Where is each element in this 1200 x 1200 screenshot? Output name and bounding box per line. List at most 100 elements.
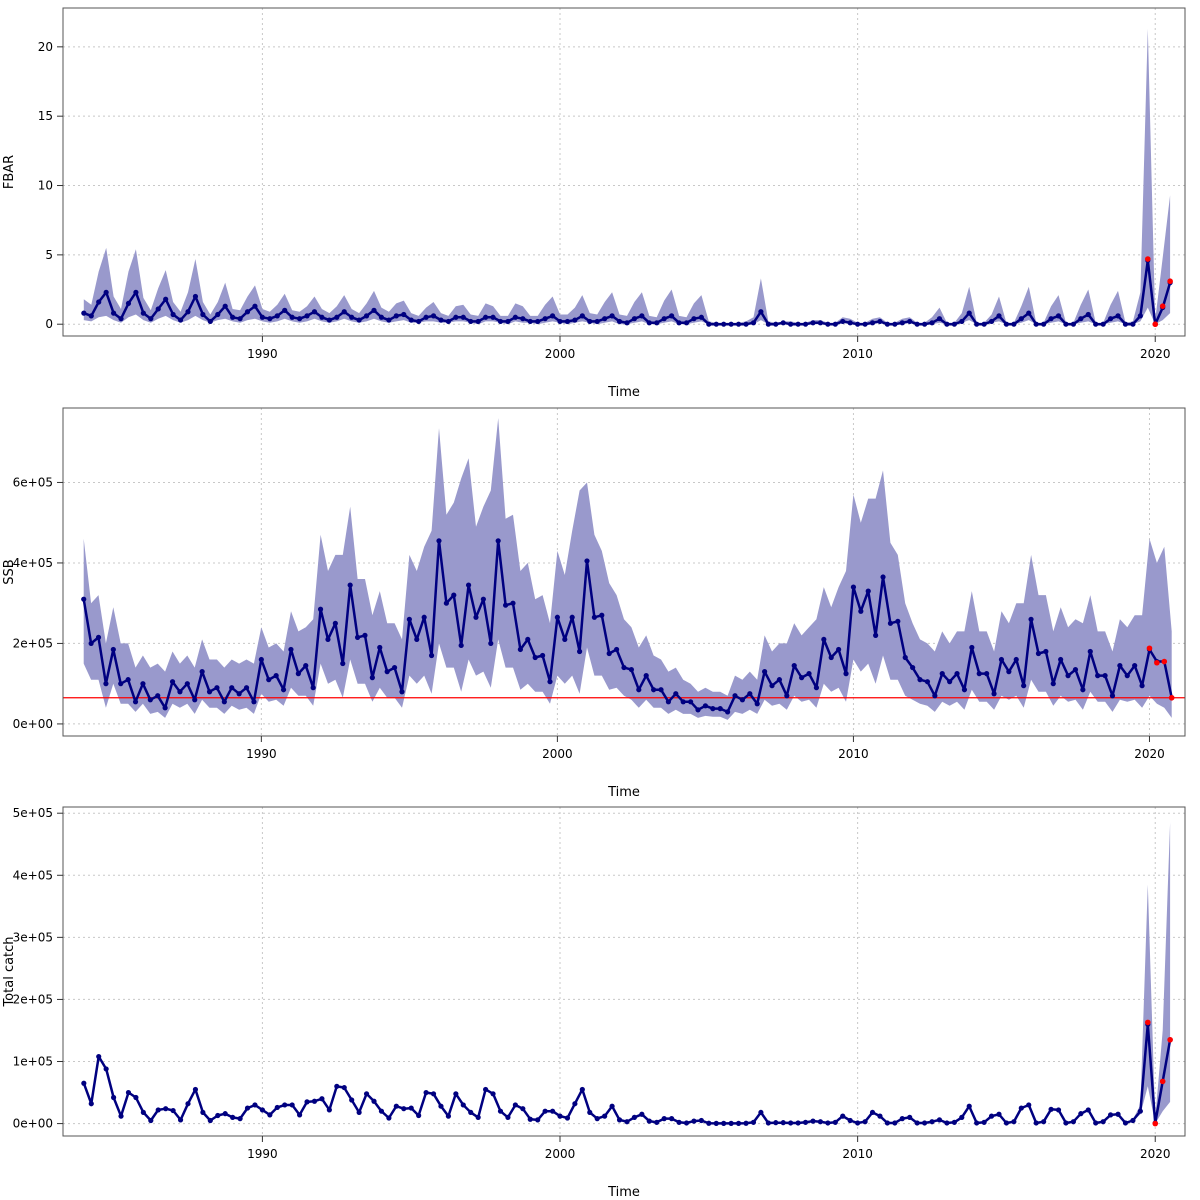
data-point [110,310,117,316]
plot-frame [62,7,1186,337]
data-point [311,1098,318,1104]
data-point [951,321,957,327]
data-point [428,652,435,659]
data-point [579,313,585,319]
data-point [998,656,1005,663]
highlighted-point [1144,1019,1151,1026]
data-point [185,309,191,315]
data-point [828,654,834,661]
x-tick-label: 1990 [247,347,278,361]
data-point [221,699,227,705]
data-point [325,636,331,643]
data-point [1124,673,1130,679]
data-point [747,691,753,697]
data-point [961,687,968,693]
data-point [907,1114,913,1120]
data-point [399,689,405,695]
data-point [825,1120,831,1126]
data-point [542,1108,548,1114]
data-point [1085,1107,1091,1113]
data-point [81,596,87,602]
data-point [654,1119,660,1125]
y-tick-label: 3e+05 [13,930,53,944]
data-point [959,318,965,325]
data-point [148,1117,154,1124]
data-point [624,320,630,326]
data-point [951,1119,957,1125]
data-point [917,677,923,683]
data-point [646,1118,652,1124]
data-point [691,316,697,322]
data-point [401,1106,407,1112]
data-point [401,311,407,318]
data-point [651,687,657,693]
highlighted-point [1167,278,1173,285]
data-point [758,309,764,315]
data-point [616,318,623,325]
y-tick-label: 4e+05 [13,868,53,882]
data-point [576,648,583,655]
data-point [1026,1102,1032,1108]
data-point [118,316,124,322]
data-point [817,320,824,326]
data-point [282,1102,288,1108]
data-point [103,289,109,295]
data-point [840,1113,846,1119]
data-point [836,646,842,653]
data-point [769,683,775,689]
data-point [199,669,205,675]
data-point [416,318,422,325]
data-point [243,685,250,691]
plot-area [81,28,1173,328]
data-point [185,1101,191,1107]
data-point [177,689,183,695]
data-point [572,1101,578,1107]
data-point [902,654,908,661]
data-point [549,1108,556,1114]
data-point [698,314,704,320]
data-point [754,701,760,707]
data-point [869,320,876,326]
x-tick-label: 2010 [842,1147,873,1161]
data-point [907,318,913,325]
data-point [147,697,153,703]
data-point [899,320,905,326]
y-tick-label: 0e+00 [13,717,53,731]
data-point [438,1103,444,1109]
data-point [362,632,368,638]
data-point [475,318,481,325]
data-point [414,636,420,643]
data-point [177,1117,184,1123]
data-point [661,316,667,322]
y-tick-label: 2e+05 [13,992,53,1006]
data-point [587,1109,593,1116]
data-point [658,687,664,693]
data-point [525,636,531,643]
data-point [88,640,94,647]
data-point [340,660,346,667]
data-point [542,316,548,322]
plot-area [81,822,1173,1127]
data-point [520,1106,526,1112]
data-point [378,314,385,320]
data-point [460,314,466,320]
data-point [1013,656,1019,663]
data-point [791,662,797,669]
data-point [939,671,945,677]
data-point [297,1112,303,1118]
x-tick-label: 2020 [1140,347,1171,361]
data-point [297,316,303,322]
data-point [591,614,597,620]
data-point [155,306,161,312]
data-point [535,1117,541,1123]
data-point [984,671,990,677]
data-point [988,1113,995,1119]
data-point [386,1115,392,1121]
data-point [832,1119,838,1125]
data-point [765,1120,771,1126]
data-point [460,1102,466,1108]
data-point [832,321,838,327]
data-point [910,664,916,671]
data-point [624,1119,630,1125]
data-point [698,1117,704,1124]
